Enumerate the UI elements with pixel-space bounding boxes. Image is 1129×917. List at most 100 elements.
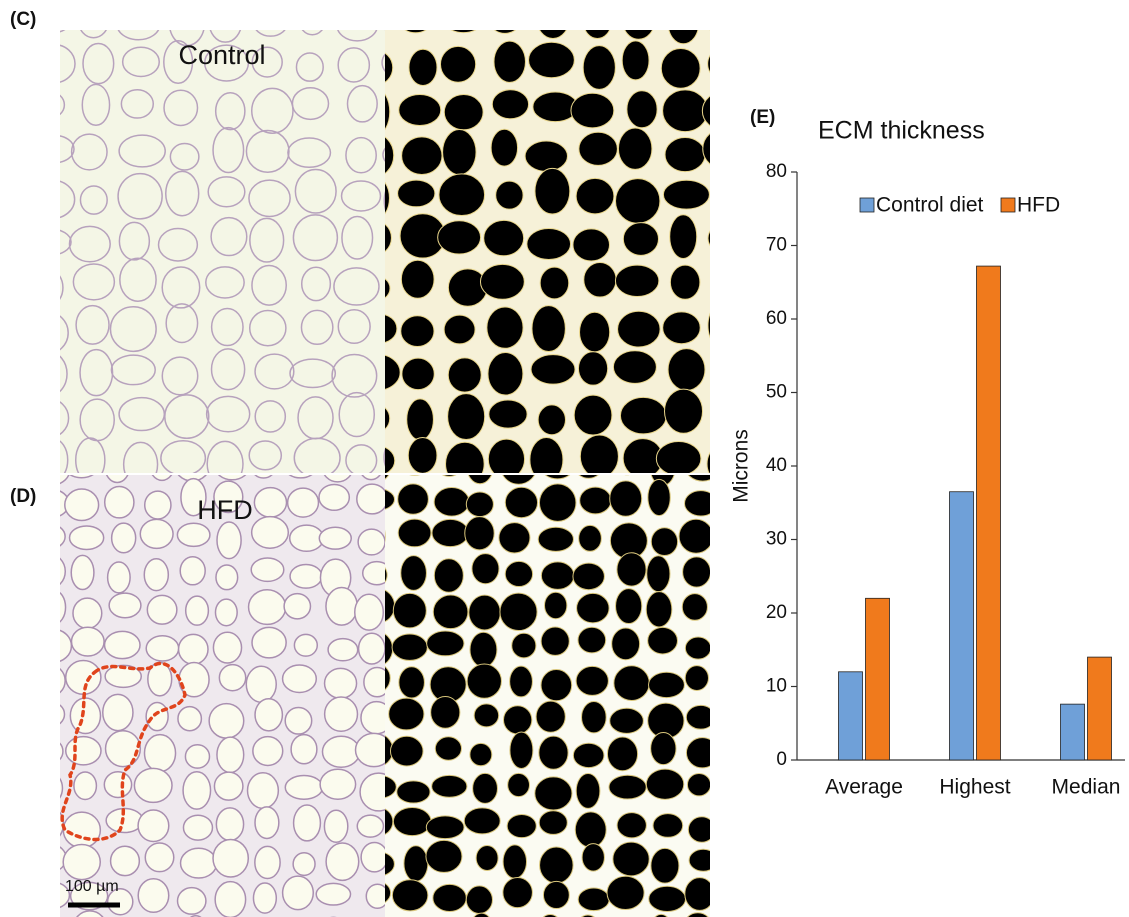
cell [444,95,483,130]
cell [687,773,710,795]
cell [219,665,245,691]
cell [324,810,347,842]
cell [293,853,315,876]
cell [527,228,571,259]
cell [438,221,481,254]
cell [392,634,427,660]
cell [609,775,646,799]
cell [616,179,660,224]
cell [582,844,604,871]
cell [574,395,612,435]
cell [623,223,658,256]
y-tick-label: 0 [776,749,787,770]
cell [177,523,210,546]
cell [540,267,569,299]
cell [465,517,494,550]
cell [105,631,140,658]
cell [319,527,351,549]
cell [285,707,311,734]
cell [492,90,528,119]
cell [112,523,136,553]
cell [254,488,286,518]
cell [355,594,384,630]
cell [575,812,606,847]
bar [977,266,1001,760]
cell [713,269,750,296]
cell [649,886,686,911]
cell [138,810,169,841]
cell [217,737,244,772]
cell [617,553,646,586]
cell [448,358,481,392]
cell [253,737,283,766]
cell [63,844,100,879]
cell [620,397,666,434]
cell [399,94,441,125]
cell [294,805,321,841]
cell [484,220,524,255]
cell [249,590,286,625]
cell [538,527,573,551]
cell [255,846,280,878]
cell [474,704,499,727]
legend-label: Control diet [876,194,984,217]
cell [646,769,683,799]
cell [656,441,701,475]
cell [583,46,615,90]
cell [531,355,575,384]
cell [216,565,238,590]
cell [708,221,754,255]
cell [607,737,637,771]
cell [616,589,642,624]
cell [508,773,530,796]
cell [580,435,618,478]
cell [487,307,523,348]
cell [610,481,642,516]
figure: 100 µm (C) (D) (E) Control HFD ECM thick… [0,0,1129,917]
cell [577,593,610,622]
cell [398,2,433,33]
cell [111,846,140,875]
cell [622,41,649,80]
cell [689,849,717,871]
cell [36,629,71,662]
cell [573,743,604,767]
cell [448,394,485,440]
cell [65,489,99,521]
cell [668,349,705,391]
cell [183,815,212,840]
cell [72,627,105,656]
cell [721,850,749,876]
x-tick-label: Average [825,776,903,799]
cell [538,405,565,435]
cell [138,879,169,913]
cell [145,843,173,872]
cell [541,562,574,590]
cell [178,707,201,731]
cell [427,631,464,656]
bar [950,492,974,760]
cell [359,633,385,664]
cell [103,694,133,730]
cell [579,132,618,165]
cell [399,667,425,698]
cell [432,775,467,797]
cell [252,627,286,658]
cell [512,633,536,658]
cell [584,7,611,38]
cell [472,554,499,584]
cell [612,628,640,660]
cell [615,265,658,296]
cell [325,697,358,731]
panel-label: (E) [750,107,775,128]
cell [467,664,501,698]
cell [685,666,708,691]
cell [579,525,602,551]
cell [180,557,205,585]
cell [473,773,498,803]
cell [664,389,702,433]
cell [398,484,429,514]
cell [539,736,568,769]
cell [179,634,208,664]
cell [717,668,748,700]
